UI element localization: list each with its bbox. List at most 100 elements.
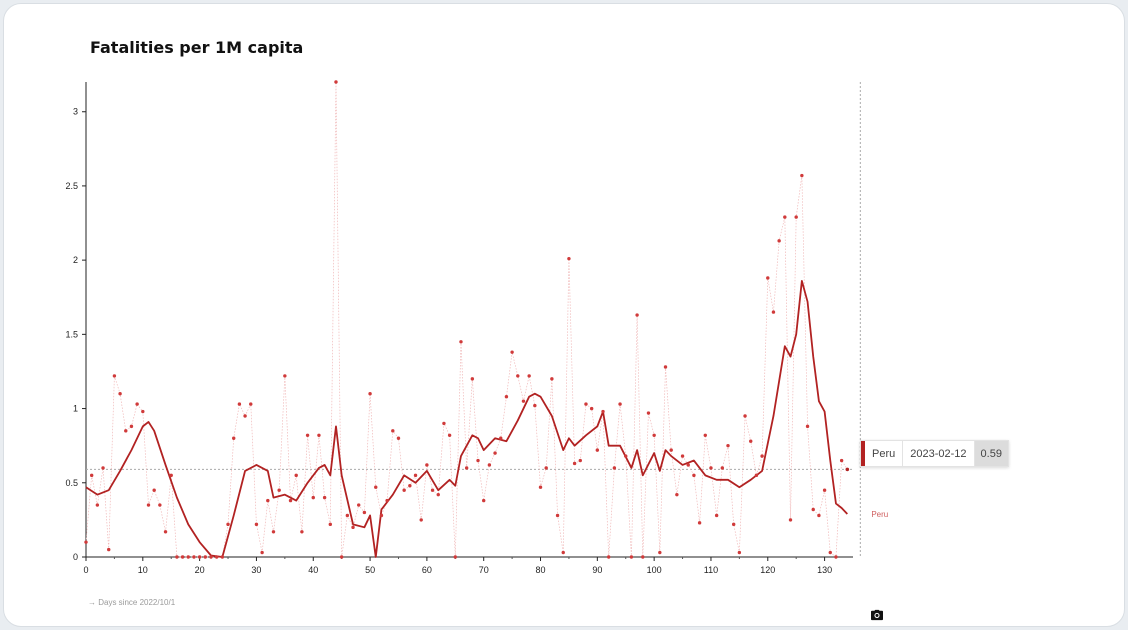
data-point [209, 555, 213, 559]
data-point [311, 495, 315, 500]
data-point [800, 173, 804, 178]
data-point [686, 463, 690, 467]
data-point [413, 473, 418, 478]
data-point [317, 433, 321, 437]
data-point [561, 550, 565, 555]
data-point [146, 503, 151, 507]
data-point [567, 256, 571, 261]
x-tick-label: 30 [251, 565, 261, 575]
x-tick-label: 20 [195, 565, 205, 575]
data-point [396, 436, 401, 440]
y-tick-label: 0.5 [65, 478, 78, 488]
data-point [436, 492, 440, 497]
data-point [743, 414, 747, 418]
data-point [368, 392, 372, 396]
data-point [271, 530, 276, 534]
data-point [652, 433, 656, 437]
x-tick-label: 110 [704, 565, 718, 575]
x-tick-label: 130 [817, 565, 832, 575]
data-point [118, 392, 122, 396]
x-tick-label: 60 [422, 565, 432, 575]
data-point [169, 473, 173, 478]
data-point [550, 377, 554, 381]
data-point [135, 402, 139, 406]
data-point [720, 466, 725, 470]
data-point [777, 239, 781, 243]
data-point [493, 451, 497, 455]
data-point [237, 402, 242, 406]
data-point [84, 540, 88, 544]
data-point [606, 555, 611, 559]
data-point [788, 518, 793, 522]
data-point [101, 466, 105, 470]
data-point [624, 454, 628, 458]
data-point [612, 466, 617, 470]
data-point [232, 436, 236, 440]
data-point [669, 448, 673, 452]
y-tick-label: 1.5 [65, 329, 78, 339]
data-point [158, 503, 162, 507]
data-point [283, 374, 287, 378]
data-point [731, 522, 736, 527]
data-point [345, 513, 350, 518]
data-point [260, 550, 264, 555]
data-point [425, 463, 429, 467]
data-point [544, 466, 548, 470]
data-point [697, 521, 702, 525]
x-tick-label: 90 [592, 565, 602, 575]
data-point [641, 555, 645, 559]
data-point [442, 421, 446, 426]
data-point [771, 310, 776, 314]
data-point [703, 433, 707, 437]
data-point [430, 488, 435, 492]
x-tick-label: 100 [647, 565, 662, 575]
data-point [783, 215, 787, 219]
data-point [516, 374, 520, 378]
data-point [794, 215, 798, 219]
tooltip-color-swatch [861, 441, 865, 466]
y-tick-label: 3 [73, 107, 78, 117]
x-tick-label: 120 [760, 565, 775, 575]
x-axis-label: → Days since 2022/10/1 [88, 598, 176, 607]
data-point [385, 498, 389, 503]
tooltip-value: 0.59 [974, 441, 1008, 466]
hovered-point [844, 466, 850, 473]
smoothed-series-line [85, 280, 848, 558]
data-point [811, 507, 815, 512]
data-point [220, 555, 225, 559]
data-point [487, 463, 492, 467]
data-point [839, 458, 844, 463]
y-tick-label: 1 [73, 404, 78, 414]
x-tick-label: 70 [479, 565, 489, 575]
data-point [300, 530, 304, 534]
data-point [402, 488, 406, 492]
data-point [766, 276, 770, 280]
line-chart: 00.511.522.530 10 20 30 40 50 60 70 80 90 100 110 12… [65, 80, 888, 575]
data-point [107, 547, 111, 552]
data-point [589, 406, 594, 411]
data-point [692, 473, 696, 478]
data-point [754, 473, 759, 478]
daily-series-line [85, 81, 848, 558]
y-tick-label: 2.5 [65, 181, 78, 191]
data-point [214, 555, 219, 559]
x-tick-label: 40 [308, 565, 318, 575]
data-point [476, 458, 480, 463]
data-point [322, 495, 327, 500]
screenshot-button[interactable] [865, 603, 889, 626]
data-point [533, 403, 537, 408]
data-point [447, 433, 452, 437]
data-point [266, 498, 270, 503]
data-point [737, 550, 742, 555]
x-tick-label: 50 [365, 565, 375, 575]
data-point [584, 402, 588, 406]
data-point [618, 402, 622, 406]
data-point [482, 498, 486, 503]
data-point [391, 429, 395, 433]
y-tick-label: 0 [73, 552, 78, 562]
data-point [510, 350, 514, 354]
data-point [180, 555, 185, 559]
y-tick-label: 2 [73, 255, 78, 265]
data-point [277, 488, 281, 492]
data-point [749, 439, 753, 443]
